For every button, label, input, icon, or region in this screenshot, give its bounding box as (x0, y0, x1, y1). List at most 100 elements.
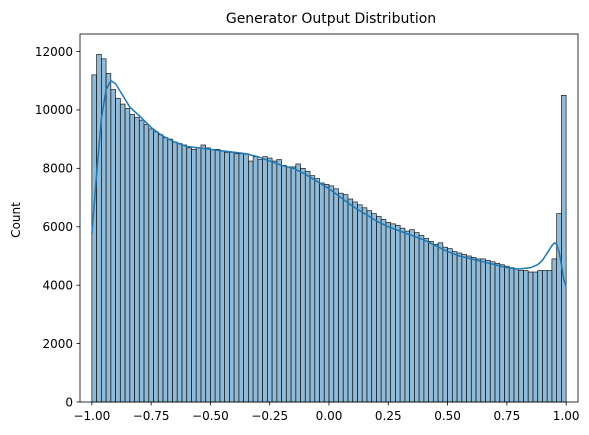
histogram-bar (138, 119, 145, 403)
chart-title: Generator Output Distribution (226, 11, 436, 27)
histogram-bar (494, 262, 501, 403)
y-tick-label: 12000 (35, 45, 73, 59)
histogram-bar (143, 124, 150, 403)
histogram-bar (338, 192, 344, 403)
histogram-bar (281, 165, 287, 403)
histogram-bar (224, 151, 230, 403)
histogram-bar (266, 157, 273, 403)
histogram-bar (409, 229, 415, 403)
histogram-bar (271, 160, 278, 403)
histogram-bar (523, 270, 529, 403)
y-axis-ticks: 0 2000 4000 6000 8000 10000 12000 (35, 45, 80, 409)
histogram-bar (513, 268, 520, 403)
histogram-bar (442, 246, 448, 403)
histogram-bar (532, 271, 539, 403)
histogram-bar (432, 243, 439, 403)
histogram-bar (105, 73, 112, 403)
histogram-bar (172, 141, 178, 403)
histogram-bar (295, 163, 301, 403)
kde-curve (91, 79, 567, 287)
histogram-bar (546, 270, 553, 403)
histogram-bar (319, 182, 325, 403)
x-tick-label: 1.00 (553, 409, 580, 423)
x-tick-label: 0.50 (434, 409, 461, 423)
histogram-bar (366, 210, 373, 403)
histogram-bar (328, 185, 335, 403)
histogram-bar (451, 251, 458, 403)
y-tick-label: 2000 (42, 337, 73, 351)
histogram-bar (167, 138, 173, 403)
histogram-bar (119, 103, 126, 403)
histogram-bar (129, 113, 135, 403)
histogram-bar (210, 149, 216, 403)
histogram-bar (347, 198, 354, 403)
histogram-bar (399, 227, 406, 403)
histogram-bar (437, 242, 444, 403)
histogram-bar (252, 156, 259, 403)
x-tick-label: 0.25 (375, 409, 402, 423)
histogram-bar (518, 270, 524, 403)
histogram-bar (257, 159, 263, 403)
x-tick-label: −0.75 (133, 409, 170, 423)
histogram-bar (352, 201, 358, 403)
histogram-bar (357, 204, 363, 403)
histogram-bar (395, 224, 401, 403)
histogram-bar (186, 147, 192, 403)
histogram-bar (537, 270, 543, 403)
histogram-bar (561, 94, 567, 403)
histogram-bar (153, 131, 159, 403)
histogram-bar (309, 175, 316, 403)
histogram-bar (229, 151, 235, 403)
histogram-bar (342, 194, 349, 403)
histogram-bar (248, 160, 254, 403)
histogram-bar (214, 149, 221, 403)
histogram-bar (157, 134, 164, 403)
histogram-bar (115, 97, 121, 403)
histogram-bar (200, 144, 207, 403)
histogram-bar (371, 213, 377, 403)
histogram-bar (134, 116, 140, 403)
histogram-bar (418, 235, 425, 403)
x-tick-label: −0.25 (251, 409, 288, 423)
histogram-bar (262, 156, 268, 403)
histogram-bar (485, 259, 491, 403)
histogram-bar (527, 271, 534, 403)
histogram-bar (456, 252, 463, 403)
histogram-bar (300, 167, 306, 403)
histogram-bar (96, 54, 102, 403)
histogram-bar (233, 153, 240, 403)
histogram-bar (148, 128, 154, 403)
y-tick-label: 10000 (35, 103, 73, 117)
x-tick-label: −1.00 (73, 409, 110, 423)
histogram-bar (470, 257, 477, 403)
histogram-bars (91, 54, 567, 403)
histogram-bar (376, 216, 382, 403)
histogram-bar (428, 241, 434, 403)
histogram-bar (195, 147, 202, 403)
histogram-bar (551, 258, 558, 403)
histogram-bar (176, 143, 183, 403)
histogram-bar (556, 213, 562, 403)
histogram-bar (323, 184, 330, 403)
histogram-bar (461, 254, 467, 403)
histogram-bar (243, 153, 249, 403)
y-tick-label: 0 (65, 395, 73, 409)
histogram-bar (110, 89, 116, 403)
histogram-bar (219, 150, 226, 403)
histogram-bar (162, 137, 169, 403)
histogram-bar (390, 223, 396, 403)
histogram-bar (504, 265, 510, 403)
histogram-bar (385, 222, 392, 403)
histogram-bar (380, 219, 387, 403)
plot-frame (79, 33, 579, 403)
histogram-bar (489, 261, 496, 403)
histogram-bar (314, 178, 320, 403)
y-tick-label: 6000 (42, 220, 73, 234)
x-tick-label: −0.50 (192, 409, 229, 423)
histogram-bar (124, 108, 131, 403)
histogram-bar (191, 149, 197, 403)
histogram-bar (205, 147, 211, 403)
y-tick-label: 8000 (42, 162, 73, 176)
x-axis-ticks: −1.00 −0.75 −0.50 −0.25 0.00 0.25 0.50 0.75 1.00 (73, 402, 580, 423)
